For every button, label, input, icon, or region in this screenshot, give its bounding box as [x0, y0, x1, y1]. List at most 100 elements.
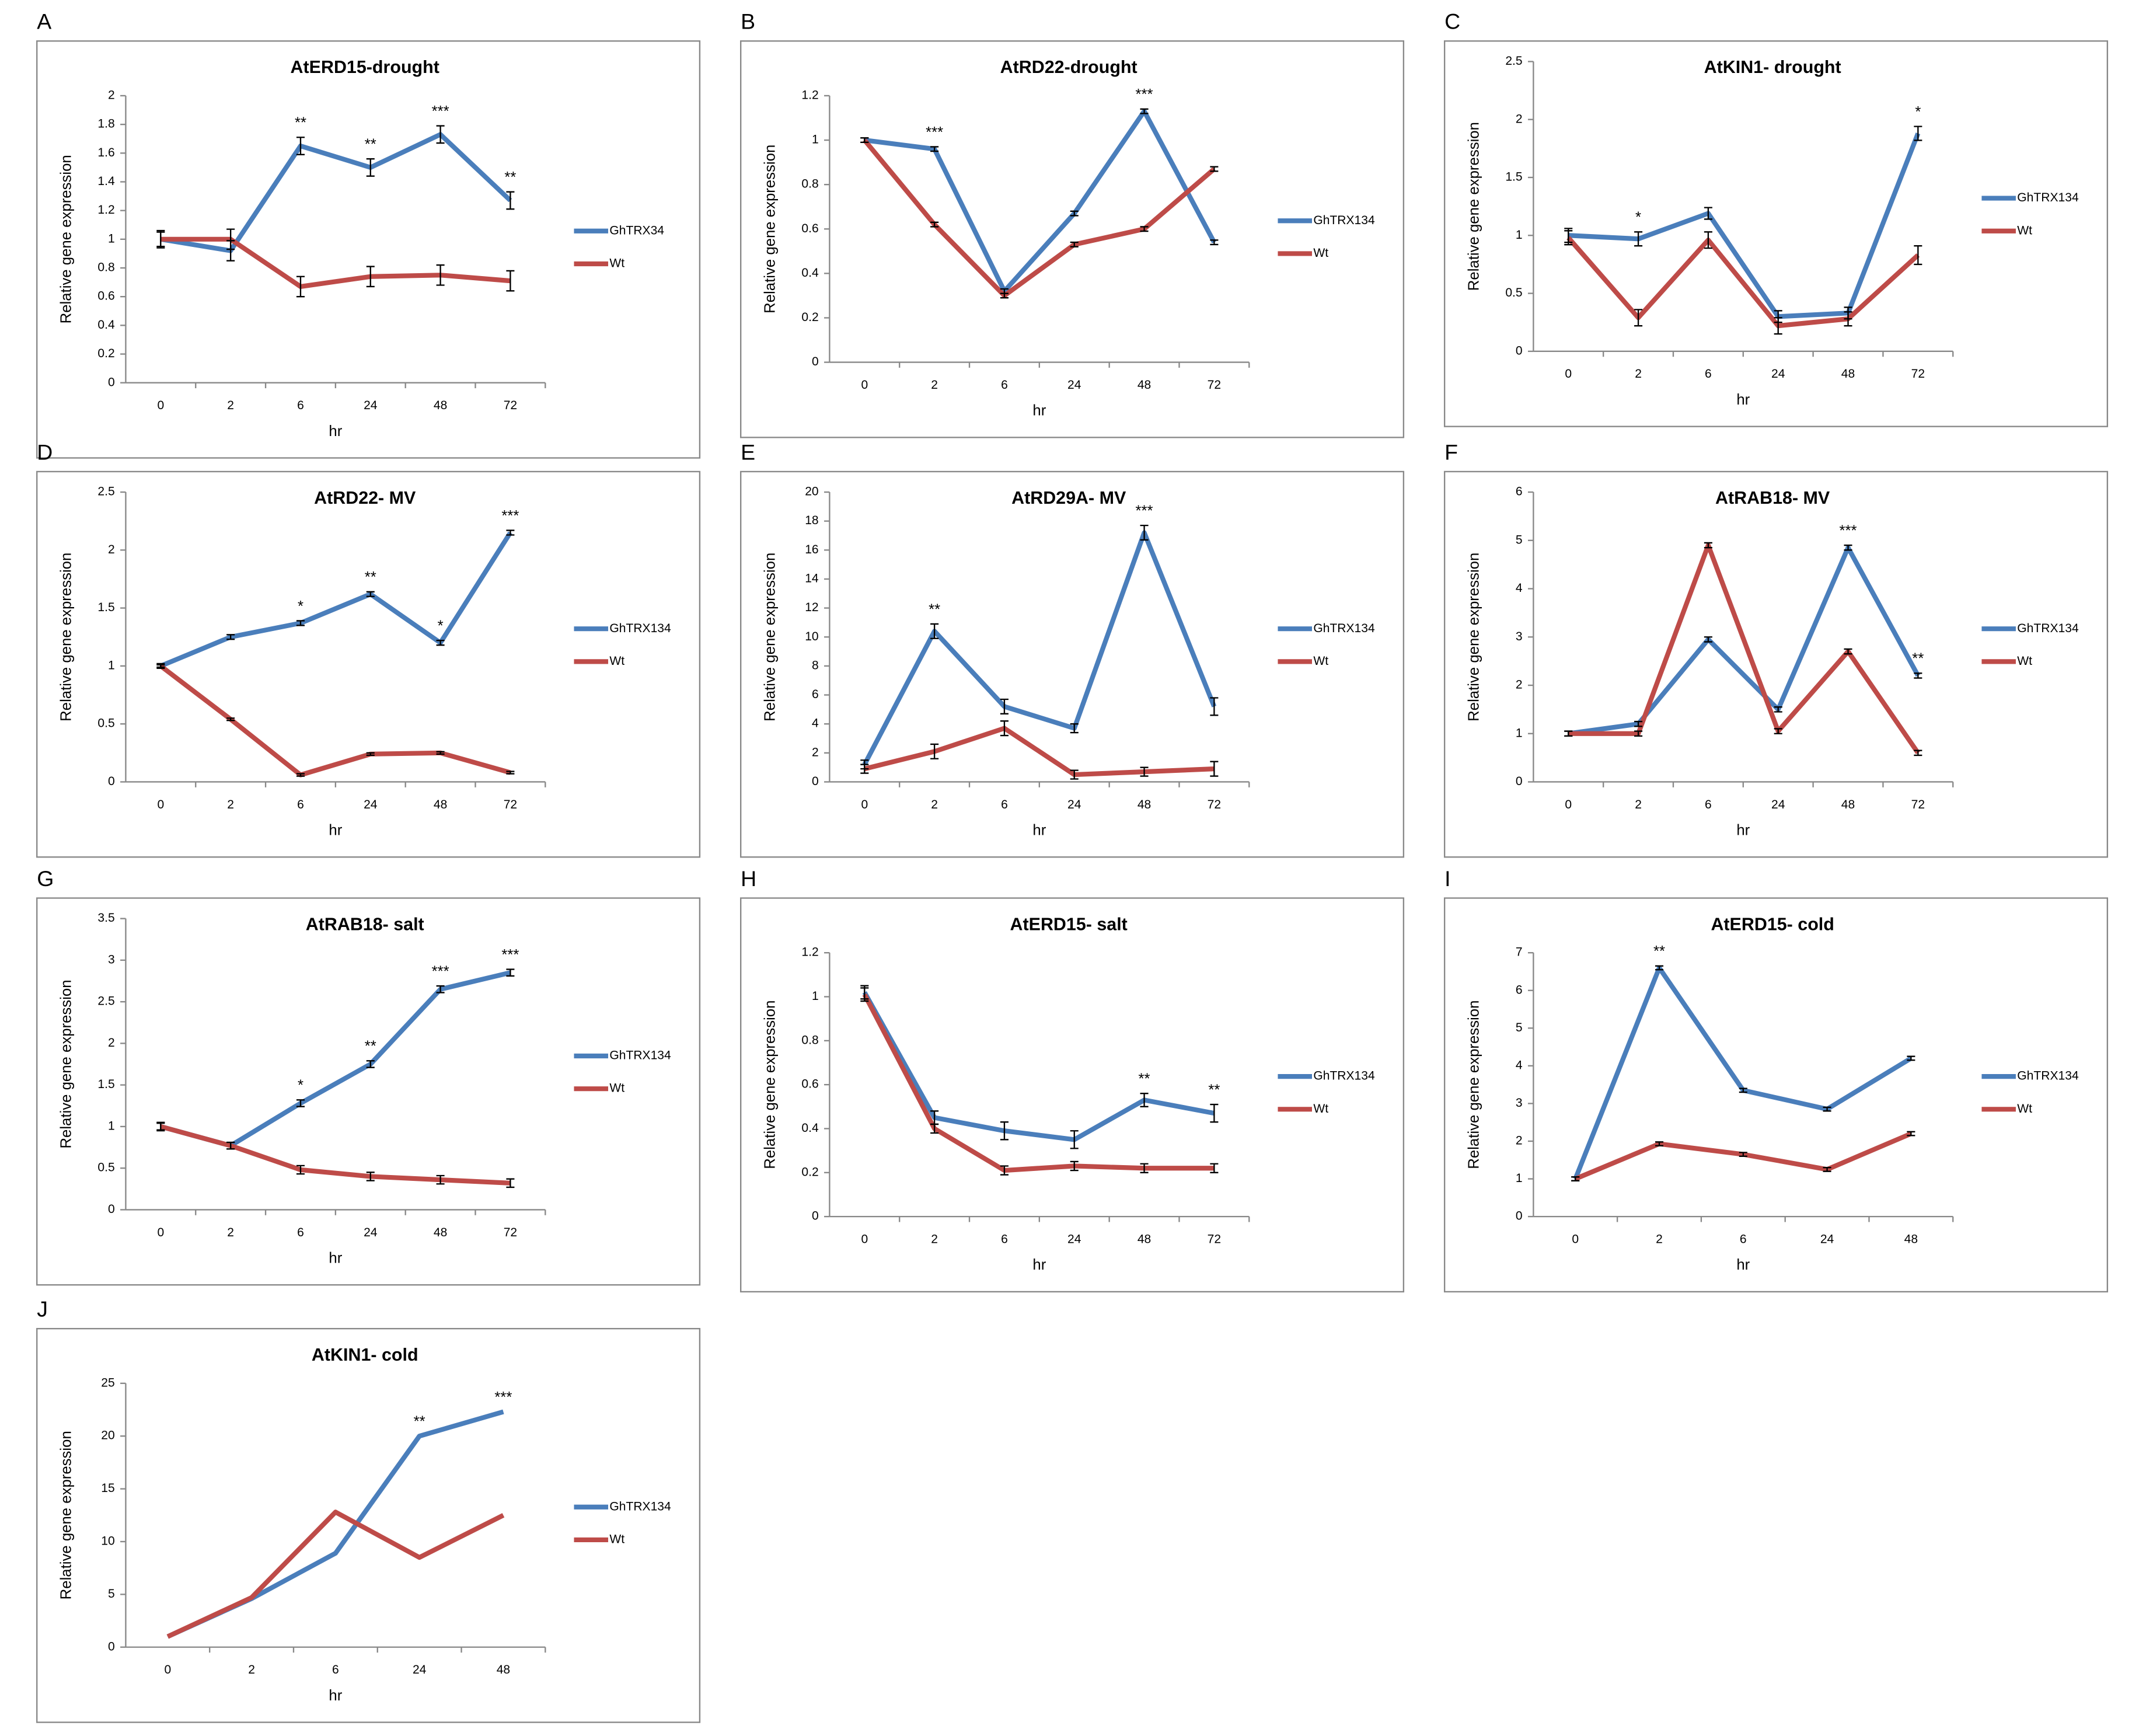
x-tick-label: 48	[1841, 367, 1855, 381]
x-tick-label: 2	[227, 399, 234, 412]
y-tick-label: 20	[101, 1429, 114, 1442]
x-tick-label: 72	[1208, 378, 1221, 392]
legend-label: Wt	[609, 654, 624, 668]
error-bar-line	[156, 231, 165, 247]
error-bar-line	[1070, 210, 1079, 217]
y-axis-title: Relative gene expression	[1465, 122, 1482, 291]
error-bar	[1704, 207, 1712, 220]
y-tick-label: 0.5	[1505, 286, 1522, 299]
error-bar-line	[1704, 231, 1712, 249]
series-line	[864, 726, 1215, 778]
y-tick-label: 0.6	[97, 290, 114, 303]
error-bar-line	[1210, 1163, 1219, 1173]
panel-letter: I	[1444, 866, 1450, 891]
error-bar	[1140, 524, 1149, 541]
error-bar-line	[1000, 1121, 1009, 1141]
error-bar	[1210, 761, 1219, 777]
y-tick-label: 5	[1516, 1021, 1523, 1034]
y-axis-title: Relative gene expression	[58, 979, 75, 1148]
y-tick-label: 1	[812, 989, 819, 1003]
error-bar-line	[930, 221, 939, 228]
error-bar	[296, 620, 305, 626]
x-tick-label: 24	[364, 1226, 378, 1239]
y-tick-label: 14	[805, 572, 819, 585]
error-bar-line	[930, 146, 939, 152]
error-bar	[506, 771, 515, 775]
error-bar	[1070, 769, 1079, 780]
x-tick-label: 0	[1565, 798, 1572, 811]
y-axis-title: Relative gene expression	[58, 553, 75, 721]
y-tick-label: 1	[108, 658, 115, 672]
y-tick-label: 2	[108, 89, 115, 102]
y-tick-label: 0.2	[97, 347, 114, 360]
error-bar-line	[1210, 239, 1219, 246]
x-tick-label: 2	[931, 378, 938, 392]
x-axis-title: hr	[329, 423, 342, 440]
series-line	[166, 1510, 505, 1639]
x-tick-label: 24	[1067, 798, 1081, 811]
legend-label: GhTRX134	[1313, 622, 1375, 635]
x-tick-label: 6	[332, 1663, 339, 1676]
error-bar-line	[156, 664, 165, 668]
error-bar-line	[860, 137, 869, 144]
error-bar-line	[506, 191, 515, 210]
error-bar	[436, 125, 445, 144]
error-bar	[506, 529, 515, 536]
error-bar	[1907, 1131, 1915, 1137]
y-tick-label: 18	[805, 514, 818, 527]
y-tick-label: 15	[101, 1481, 114, 1495]
panel-letter: B	[741, 9, 755, 34]
x-tick-label: 48	[1841, 798, 1855, 811]
error-bar-line	[436, 640, 445, 646]
panel-frame	[36, 40, 701, 459]
y-axis-title: Relative gene expression	[762, 145, 778, 313]
x-axis-title: hr	[1032, 403, 1046, 419]
error-bar	[1914, 672, 1922, 679]
series-line	[159, 531, 512, 668]
error-bar	[1655, 965, 1664, 971]
significance-label: ***	[432, 103, 449, 120]
error-bar-line	[1210, 1103, 1219, 1123]
error-bar-line	[1704, 636, 1712, 643]
y-tick-label: 1	[1516, 1172, 1523, 1185]
error-bar	[1210, 239, 1219, 246]
y-tick-label: 6	[1516, 485, 1523, 499]
error-bar	[1070, 1130, 1079, 1149]
series-line	[862, 991, 1215, 1142]
legend-label: GhTRX134	[2017, 622, 2079, 635]
y-tick-label: 0.4	[97, 318, 115, 332]
significance-label: **	[1912, 651, 1924, 667]
error-bar-line	[1774, 317, 1782, 335]
series-line	[1566, 236, 1920, 329]
y-tick-label: 2	[1516, 1134, 1523, 1148]
y-tick-label: 1.2	[801, 89, 818, 102]
error-bar-line	[860, 764, 869, 774]
significance-label: *	[1915, 104, 1921, 120]
error-bar	[1210, 697, 1219, 716]
y-tick-label: 3	[108, 953, 115, 966]
error-bar	[1140, 226, 1149, 232]
x-tick-label: 72	[1911, 367, 1925, 381]
series-line	[160, 236, 511, 290]
x-tick-label: 48	[1904, 1232, 1918, 1246]
y-tick-label: 25	[101, 1376, 114, 1389]
x-tick-label: 6	[297, 1226, 304, 1239]
x-tick-label: 24	[1820, 1232, 1834, 1246]
error-bar-line	[1914, 750, 1922, 757]
error-bar	[1704, 542, 1712, 549]
panel-letter: A	[37, 9, 51, 34]
error-bar	[1739, 1087, 1747, 1093]
error-bar	[506, 968, 515, 977]
significance-label: **	[1208, 1082, 1220, 1098]
error-bar-line	[1070, 1130, 1079, 1149]
error-bar-line	[156, 1121, 165, 1132]
error-bar-line	[1634, 231, 1643, 247]
error-bar-line	[1655, 965, 1664, 971]
legend-label: GhTRX134	[1313, 1069, 1375, 1083]
error-bar-line	[1000, 292, 1009, 299]
x-tick-label: 6	[1001, 1232, 1008, 1246]
error-bar	[1000, 1165, 1009, 1176]
error-bar	[1844, 544, 1852, 551]
x-tick-label: 72	[1208, 798, 1221, 811]
error-bar	[1564, 730, 1573, 737]
